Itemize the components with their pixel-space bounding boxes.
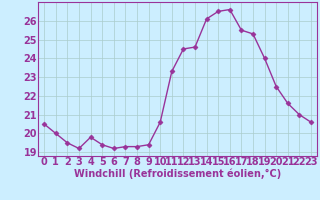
- X-axis label: Windchill (Refroidissement éolien,°C): Windchill (Refroidissement éolien,°C): [74, 169, 281, 179]
